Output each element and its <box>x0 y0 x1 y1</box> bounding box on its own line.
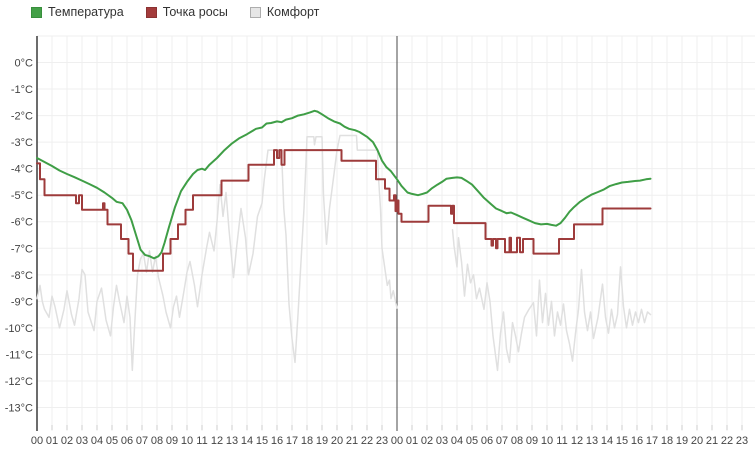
x-axis-label: 02 <box>61 435 73 447</box>
x-axis-label: 19 <box>676 435 688 447</box>
comfort-line <box>36 134 398 372</box>
x-axis-label: 03 <box>436 435 448 447</box>
dewpoint-line <box>36 149 652 272</box>
x-axis-label: 11 <box>556 435 567 447</box>
x-axis-label: 04 <box>451 435 463 447</box>
x-axis-label: 23 <box>376 435 388 447</box>
x-axis-label: 02 <box>421 435 433 447</box>
dewpoint-swatch-icon <box>145 6 157 18</box>
x-axis-label: 07 <box>496 435 508 447</box>
x-axis-label: 12 <box>571 435 583 447</box>
x-axis-label: 16 <box>271 435 283 447</box>
x-axis-label: 16 <box>631 435 643 447</box>
x-axis-label: 18 <box>301 435 313 447</box>
legend-item-dewpoint[interactable]: Точка росы <box>145 5 228 19</box>
x-axis-label: 21 <box>346 435 358 447</box>
x-axis-label: 14 <box>601 435 613 447</box>
x-axis-label: 20 <box>331 435 343 447</box>
x-axis-label: 13 <box>226 435 238 447</box>
y-axis-label: -11°C <box>6 349 33 361</box>
y-axis-label: -13°C <box>5 403 33 415</box>
y-axis-label: -12°C <box>5 376 33 388</box>
x-axis-label: 03 <box>76 435 88 447</box>
x-axis-label: 13 <box>586 435 598 447</box>
x-axis-label: 10 <box>181 435 193 447</box>
x-axis-label: 17 <box>646 435 658 447</box>
x-axis-label: 01 <box>46 435 58 447</box>
y-axis-label: -1°C <box>11 84 33 96</box>
legend-label-temperature: Температура <box>48 5 124 19</box>
x-axis-label: 15 <box>616 435 628 447</box>
x-axis-label: 04 <box>91 435 103 447</box>
x-axis-label: 11 <box>196 435 207 447</box>
x-axis-label: 12 <box>211 435 223 447</box>
x-axis-label: 05 <box>106 435 118 447</box>
temperature-line <box>36 109 652 260</box>
y-axis-label: -9°C <box>11 296 33 308</box>
x-axis-label: 06 <box>121 435 133 447</box>
x-axis-label: 17 <box>286 435 298 447</box>
y-axis-label: -8°C <box>11 270 33 282</box>
y-axis-label: -4°C <box>11 164 33 176</box>
legend-item-temperature[interactable]: Температура <box>31 5 124 19</box>
x-axis-label: 00 <box>391 435 403 447</box>
x-axis-label: 09 <box>166 435 178 447</box>
legend-label-comfort: Комфорт <box>266 5 320 19</box>
chart-legend: Температура Точка росы Комфорт <box>31 5 319 19</box>
y-axis-label: -3°C <box>11 137 33 149</box>
temperature-swatch-icon <box>31 6 42 18</box>
x-axis-label: 08 <box>151 435 163 447</box>
x-axis-label: 10 <box>541 435 553 447</box>
x-axis-label: 00 <box>31 435 43 447</box>
x-axis-label: 05 <box>466 435 478 447</box>
x-axis-label: 22 <box>361 435 373 447</box>
x-axis-label: 23 <box>736 435 748 447</box>
comfort-line <box>451 228 652 372</box>
legend-item-comfort[interactable]: Комфорт <box>249 5 320 19</box>
y-axis-label: -7°C <box>11 243 33 255</box>
y-axis-label: -2°C <box>11 111 33 123</box>
x-axis-label: 15 <box>256 435 268 447</box>
x-axis-label: 19 <box>316 435 328 447</box>
x-axis-label: 07 <box>136 435 148 447</box>
y-axis-label: 0°C <box>15 58 34 70</box>
x-axis-label: 01 <box>406 435 418 447</box>
x-axis-label: 21 <box>706 435 718 447</box>
x-axis-label: 22 <box>721 435 733 447</box>
y-axis-label: -10°C <box>5 323 33 335</box>
x-axis-label: 18 <box>661 435 673 447</box>
x-axis-label: 08 <box>511 435 523 447</box>
comfort-swatch-icon <box>249 6 261 18</box>
x-axis-label: 14 <box>241 435 253 447</box>
x-axis-label: 09 <box>526 435 538 447</box>
y-axis-label: -6°C <box>11 217 33 229</box>
y-axis-label: -5°C <box>11 190 33 202</box>
legend-label-dewpoint: Точка росы <box>162 5 228 19</box>
x-axis-label: 06 <box>481 435 493 447</box>
x-axis-label: 20 <box>691 435 703 447</box>
